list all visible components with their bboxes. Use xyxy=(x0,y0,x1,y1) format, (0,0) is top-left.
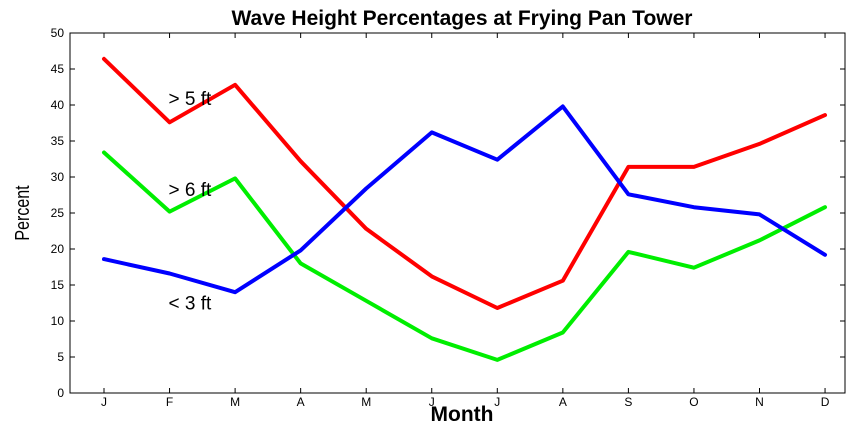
data-point xyxy=(430,274,434,278)
annotation-label: > 6 ft xyxy=(169,180,212,201)
data-point xyxy=(626,192,630,196)
data-point xyxy=(168,271,172,275)
x-tick-label: A xyxy=(559,395,567,409)
data-point xyxy=(692,205,696,209)
y-axis-label: Percent xyxy=(11,185,33,240)
data-point xyxy=(364,227,368,231)
x-tick-label: O xyxy=(689,395,698,409)
x-tick-label: D xyxy=(821,395,830,409)
y-tick-label: 35 xyxy=(51,134,65,148)
x-tick-label: M xyxy=(361,395,371,409)
y-tick-label: 45 xyxy=(51,62,65,76)
y-tick-label: 0 xyxy=(57,386,64,400)
data-point xyxy=(430,336,434,340)
y-tick-label: 30 xyxy=(51,170,65,184)
y-tick-label: 50 xyxy=(51,26,65,40)
x-tick-label: M xyxy=(230,395,240,409)
data-point xyxy=(626,250,630,254)
data-point xyxy=(823,113,827,117)
data-point xyxy=(430,130,434,134)
data-point xyxy=(233,290,237,294)
data-point xyxy=(102,257,106,261)
data-point xyxy=(561,331,565,335)
data-point xyxy=(299,248,303,252)
x-tick-label: S xyxy=(624,395,632,409)
y-axis: 0 5 10 15 20 25 30 35 40 45 50 xyxy=(51,26,845,400)
data-point xyxy=(102,57,106,61)
annotations: > 5 ft > 6 ft < 3 ft xyxy=(169,89,212,314)
series-line-0 xyxy=(102,56,827,310)
data-point xyxy=(233,83,237,87)
series-line-2 xyxy=(102,104,827,295)
data-point xyxy=(299,261,303,265)
data-point xyxy=(626,165,630,169)
annotation-label: > 5 ft xyxy=(169,89,212,110)
data-point xyxy=(364,299,368,303)
data-point xyxy=(692,165,696,169)
x-tick-label: A xyxy=(297,395,305,409)
x-tick-label: J xyxy=(494,395,500,409)
series-line-1 xyxy=(102,150,827,362)
data-point xyxy=(561,279,565,283)
y-tick-label: 25 xyxy=(51,206,65,220)
x-tick-label: F xyxy=(166,395,173,409)
data-point xyxy=(758,238,761,242)
data-point xyxy=(823,253,827,257)
y-tick-label: 15 xyxy=(51,278,65,292)
data-point xyxy=(495,358,499,362)
y-tick-label: 40 xyxy=(51,98,65,112)
x-tick-label: N xyxy=(755,395,764,409)
data-point xyxy=(168,210,172,214)
series-lines xyxy=(102,56,827,362)
data-point xyxy=(233,176,237,180)
y-tick-label: 20 xyxy=(51,242,65,256)
x-tick-label: J xyxy=(101,395,107,409)
data-point xyxy=(299,159,303,163)
chart-title: Wave Height Percentages at Frying Pan To… xyxy=(232,7,693,30)
data-point xyxy=(102,151,106,155)
y-tick-label: 10 xyxy=(51,314,65,328)
data-point xyxy=(758,142,761,146)
data-point xyxy=(561,104,565,108)
annotation-label: < 3 ft xyxy=(169,293,212,314)
x-axis-label: Month xyxy=(431,403,494,426)
data-point xyxy=(168,120,172,124)
data-point xyxy=(364,187,368,191)
data-point xyxy=(495,306,499,310)
data-point xyxy=(823,205,827,209)
x-tick-label: J xyxy=(429,395,435,409)
data-point xyxy=(758,212,761,216)
data-point xyxy=(495,158,499,162)
y-tick-label: 5 xyxy=(57,350,64,364)
data-point xyxy=(692,266,696,270)
